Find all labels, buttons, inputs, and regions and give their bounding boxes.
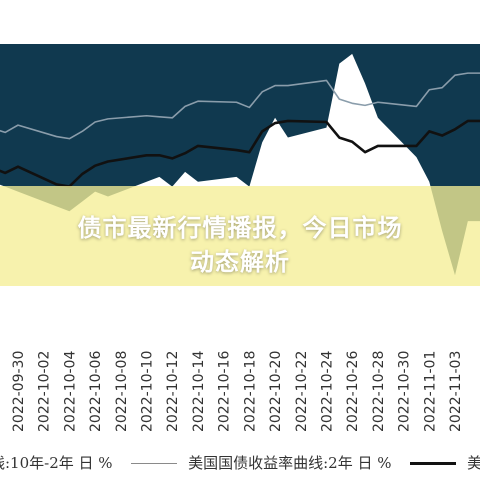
x-tick-label: 2022-10-26 [345, 351, 361, 432]
series-area-spread [0, 44, 480, 276]
x-tick-label: 2022-10-24 [319, 351, 335, 432]
legend-swatch-light [131, 462, 178, 464]
x-tick-label: 2022-10-10 [140, 351, 156, 432]
legend-item-1-label: 线:10年-2年 日 % [0, 454, 113, 472]
x-axis-ticks: 2022-09-30 2022-10-02 2022-10-04 2022-10-06… [11, 351, 464, 432]
x-tick-label: 2022-11-01 [422, 351, 438, 432]
x-tick-label: 2022-11-03 [448, 351, 464, 432]
headline-line-2: 动态解析 [190, 248, 290, 276]
x-tick-label: 2022-10-28 [371, 351, 387, 432]
series-line-2y [0, 72, 480, 140]
x-tick-label: 2022-10-18 [242, 351, 258, 432]
headline-line-1: 债市最新行情播报，今日市场 [77, 214, 403, 242]
x-tick-label: 2022-10-16 [217, 351, 233, 432]
x-tick-label: 2022-10-30 [397, 351, 413, 432]
legend-row: 线:10年-2年 日 % 美国国债收益率曲线:2年 日 % 美国 [0, 448, 480, 477]
headline-banner [0, 186, 480, 286]
x-tick-label: 2022-10-08 [114, 351, 130, 432]
x-tick-label: 2022-10-06 [88, 351, 104, 432]
legend-item-2-label: 美国国债收益率曲线:2年 日 % [188, 454, 392, 472]
x-tick-label: 2022-10-14 [191, 351, 207, 432]
x-tick-label: 2022-10-22 [294, 351, 310, 432]
legend-item-3-label: 美国 [467, 454, 480, 472]
x-tick-label: 2022-09-30 [11, 351, 27, 432]
x-tick-label: 2022-10-04 [62, 351, 78, 432]
legend: 线:10年-2年 日 % 美国国债收益率曲线:2年 日 % 美国 [0, 448, 480, 476]
x-tick-label: 2022-10-20 [268, 351, 284, 432]
x-tick-label: 2022-10-12 [165, 351, 181, 432]
legend-swatch-dark [410, 461, 457, 465]
x-tick-label: 2022-10-02 [37, 351, 53, 432]
